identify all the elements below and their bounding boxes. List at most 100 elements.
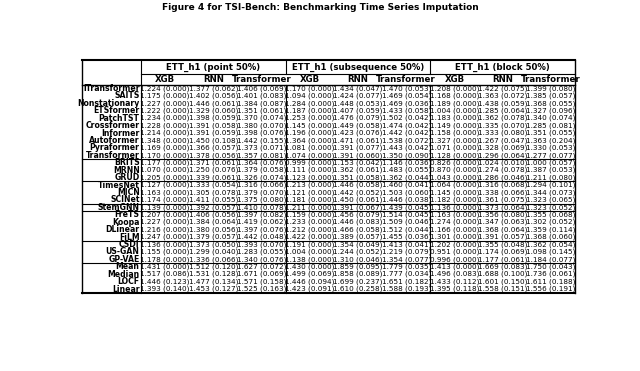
Text: 1.430 (0.000): 1.430 (0.000) <box>285 263 335 270</box>
Text: 1.170 (0.000): 1.170 (0.000) <box>285 85 335 92</box>
Text: 1.450 (0.108): 1.450 (0.108) <box>189 137 238 144</box>
Text: 1.443 (0.042): 1.443 (0.042) <box>381 145 431 151</box>
Text: 1.442 (0.042): 1.442 (0.042) <box>381 130 431 136</box>
Text: 1.166 (0.000): 1.166 (0.000) <box>430 226 479 233</box>
Text: 1.327 (0.096): 1.327 (0.096) <box>526 108 575 114</box>
Text: 1.145 (0.000): 1.145 (0.000) <box>430 189 479 196</box>
Text: 1.379 (0.070): 1.379 (0.070) <box>237 189 286 196</box>
Text: Transformer: Transformer <box>521 75 580 84</box>
Text: XGB: XGB <box>300 75 320 84</box>
Text: 1.344 (0.073): 1.344 (0.073) <box>526 189 575 196</box>
Text: 1.285 (0.081): 1.285 (0.081) <box>526 122 575 129</box>
Text: 1.359 (0.114): 1.359 (0.114) <box>526 226 575 233</box>
Text: 1.375 (0.080): 1.375 (0.080) <box>237 197 286 203</box>
Text: 1.323 (0.065): 1.323 (0.065) <box>526 197 575 203</box>
Text: iTransformer: iTransformer <box>83 84 140 93</box>
Text: 1.433 (0.112): 1.433 (0.112) <box>430 278 479 285</box>
Text: 1.466 (0.058): 1.466 (0.058) <box>333 226 383 233</box>
Text: 1.446 (0.061): 1.446 (0.061) <box>189 100 238 106</box>
Text: 1.071 (0.000): 1.071 (0.000) <box>430 145 479 151</box>
Text: 1.377 (0.062): 1.377 (0.062) <box>189 85 238 92</box>
Text: Autoformer: Autoformer <box>89 136 140 145</box>
Text: 1.448 (0.053): 1.448 (0.053) <box>333 100 383 106</box>
Text: 1.196 (0.000): 1.196 (0.000) <box>285 130 335 136</box>
Text: 1.216 (0.000): 1.216 (0.000) <box>140 226 190 233</box>
Text: 1.398 (0.076): 1.398 (0.076) <box>237 130 286 136</box>
Text: 1.163 (0.000): 1.163 (0.000) <box>430 211 479 218</box>
Text: 1.434 (0.047): 1.434 (0.047) <box>333 85 383 92</box>
Text: 1.170 (0.000): 1.170 (0.000) <box>140 152 190 159</box>
Text: 1.362 (0.078): 1.362 (0.078) <box>478 115 527 121</box>
Text: 1.384 (0.064): 1.384 (0.064) <box>189 219 238 226</box>
Text: 1.328 (0.069): 1.328 (0.069) <box>478 145 527 151</box>
Text: 1.397 (0.076): 1.397 (0.076) <box>237 226 286 233</box>
Text: 1.688 (0.100): 1.688 (0.100) <box>478 271 527 278</box>
Text: 1.402 (0.056): 1.402 (0.056) <box>189 93 238 99</box>
Text: 1.483 (0.055): 1.483 (0.055) <box>381 167 431 174</box>
Text: 1.191 (0.000): 1.191 (0.000) <box>285 241 335 248</box>
Text: 1.391 (0.067): 1.391 (0.067) <box>333 204 383 211</box>
Text: StemGNN: StemGNN <box>97 203 140 212</box>
Text: 1.338 (0.066): 1.338 (0.066) <box>478 189 527 196</box>
Text: 1.340 (0.074): 1.340 (0.074) <box>526 115 575 121</box>
Text: 1.571 (0.158): 1.571 (0.158) <box>237 278 286 285</box>
Text: 1.299 (0.040): 1.299 (0.040) <box>189 249 238 255</box>
Text: 1.364 (0.076): 1.364 (0.076) <box>237 160 286 166</box>
Text: 1.357 (0.081): 1.357 (0.081) <box>237 152 286 159</box>
Text: Transformer: Transformer <box>376 75 436 84</box>
Text: 1.222 (0.000): 1.222 (0.000) <box>140 108 190 114</box>
Text: XGB: XGB <box>155 75 175 84</box>
Text: 1.362 (0.061): 1.362 (0.061) <box>333 167 383 174</box>
Text: 1.244 (0.052): 1.244 (0.052) <box>333 249 383 255</box>
Text: 1.406 (0.056): 1.406 (0.056) <box>189 211 238 218</box>
Text: 1.531 (0.128): 1.531 (0.128) <box>189 271 238 278</box>
Text: 1.422 (0.000): 1.422 (0.000) <box>285 234 335 240</box>
Text: 1.004 (0.000): 1.004 (0.000) <box>430 108 479 114</box>
Text: DLinear: DLinear <box>106 225 140 234</box>
Text: 1.296 (0.064): 1.296 (0.064) <box>478 152 527 159</box>
Text: 1.145 (0.000): 1.145 (0.000) <box>285 122 335 129</box>
Text: 1.399 (0.080): 1.399 (0.080) <box>526 85 575 92</box>
Text: 1.211 (0.080): 1.211 (0.080) <box>526 174 575 181</box>
Text: 1.512 (0.120): 1.512 (0.120) <box>189 263 238 270</box>
Text: 1.354 (0.049): 1.354 (0.049) <box>333 241 383 248</box>
Text: 1.098 (0.145): 1.098 (0.145) <box>526 249 575 255</box>
Text: 1.274 (0.000): 1.274 (0.000) <box>430 219 479 226</box>
Text: RNN: RNN <box>348 75 369 84</box>
Text: 1.395 (0.118): 1.395 (0.118) <box>430 286 479 292</box>
Text: 1.174 (0.000): 1.174 (0.000) <box>140 197 190 203</box>
Text: 1.356 (0.080): 1.356 (0.080) <box>478 211 527 218</box>
Text: 1.139 (0.000): 1.139 (0.000) <box>140 204 190 211</box>
Text: RNN: RNN <box>492 75 513 84</box>
Text: 1.391 (0.060): 1.391 (0.060) <box>333 152 383 159</box>
Text: 1.340 (0.076): 1.340 (0.076) <box>237 256 286 263</box>
Text: 1.469 (0.036): 1.469 (0.036) <box>381 100 431 106</box>
Text: 1.169 (0.000): 1.169 (0.000) <box>140 145 190 151</box>
Text: 1.351 (0.058): 1.351 (0.058) <box>333 174 383 181</box>
Text: 1.208 (0.000): 1.208 (0.000) <box>430 85 479 92</box>
Text: 1.413 (0.041): 1.413 (0.041) <box>381 241 431 248</box>
Text: 1.159 (0.000): 1.159 (0.000) <box>285 211 335 218</box>
Text: 1.364 (0.000): 1.364 (0.000) <box>285 137 335 144</box>
Text: 1.339 (0.061): 1.339 (0.061) <box>189 174 238 181</box>
Text: 1.283 (0.055): 1.283 (0.055) <box>237 249 286 255</box>
Text: Informer: Informer <box>101 129 140 138</box>
Text: 1.355 (0.048): 1.355 (0.048) <box>478 241 527 248</box>
Text: 1.227 (0.000): 1.227 (0.000) <box>140 219 190 226</box>
Text: 1.503 (0.060): 1.503 (0.060) <box>381 189 431 196</box>
Text: RNN: RNN <box>203 75 224 84</box>
Text: 1.327 (0.000): 1.327 (0.000) <box>430 137 479 144</box>
Text: MICN: MICN <box>116 188 140 197</box>
Text: 1.406 (0.069): 1.406 (0.069) <box>237 85 286 92</box>
Text: 1.410 (0.078): 1.410 (0.078) <box>237 204 286 211</box>
Text: 1.779 (0.035): 1.779 (0.035) <box>381 263 431 270</box>
Text: 1.138 (0.000): 1.138 (0.000) <box>285 256 335 263</box>
Text: CSDI: CSDI <box>119 240 140 249</box>
Text: 1.074 (0.000): 1.074 (0.000) <box>285 152 335 159</box>
Text: 1.267 (0.047): 1.267 (0.047) <box>478 137 527 144</box>
Text: 1.177 (0.061): 1.177 (0.061) <box>478 256 527 263</box>
Text: 1.207 (0.000): 1.207 (0.000) <box>140 211 190 218</box>
Text: 1.366 (0.057): 1.366 (0.057) <box>189 145 238 151</box>
Text: 1.446 (0.083): 1.446 (0.083) <box>333 219 383 226</box>
Text: Crossformer: Crossformer <box>85 121 140 130</box>
